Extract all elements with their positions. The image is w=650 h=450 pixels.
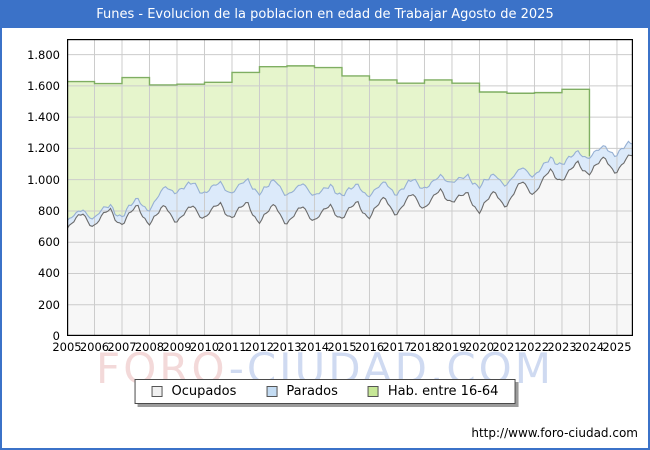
legend-label-parados: Parados <box>286 384 338 399</box>
x-tick-label: 2022 <box>519 340 550 354</box>
chart-legend: Ocupados Parados Hab. entre 16-64 <box>134 379 516 404</box>
ocupados-swatch-icon <box>151 386 163 397</box>
x-tick-label: 2016 <box>354 340 385 354</box>
population-area-chart <box>67 39 633 336</box>
chart-title: Funes - Evolucion de la poblacion en eda… <box>2 2 648 28</box>
legend-item-parados: Parados <box>266 384 338 399</box>
x-tick-label: 2015 <box>327 340 357 354</box>
x-tick-label: 2006 <box>79 340 110 354</box>
x-tick-label: 2012 <box>244 340 275 354</box>
x-tick-label: 2008 <box>134 340 165 354</box>
x-tick-label: 2007 <box>107 340 137 354</box>
legend-label-ocupados: Ocupados <box>171 384 237 399</box>
x-tick-label: 2021 <box>492 340 522 354</box>
x-tick-label: 2009 <box>162 340 192 354</box>
x-tick-label: 2023 <box>547 340 577 354</box>
x-tick-label: 2017 <box>382 340 412 354</box>
parados-swatch-icon <box>266 386 278 397</box>
x-tick-label: 2013 <box>272 340 302 354</box>
y-tick-label: 1.800 <box>27 47 60 62</box>
foro-ciudad-link[interactable]: http://www.foro-ciudad.com <box>471 426 638 440</box>
hab-16-64-swatch-icon <box>367 386 379 397</box>
legend-label-hab: Hab. entre 16-64 <box>387 384 499 399</box>
y-tick-label: 400 <box>38 266 60 281</box>
x-tick-label: 2025 <box>602 340 632 354</box>
x-tick-label: 2014 <box>299 340 330 354</box>
y-tick-label: 200 <box>38 297 60 312</box>
y-tick-label: 800 <box>38 203 60 218</box>
y-tick-label: 1.200 <box>27 141 60 156</box>
y-tick-label: 1.000 <box>27 172 60 187</box>
y-tick-label: 600 <box>38 235 60 250</box>
y-tick-label: 1.600 <box>27 78 60 93</box>
x-tick-label: 2005 <box>52 340 82 354</box>
x-tick-label: 2024 <box>574 340 605 354</box>
x-tick-label: 2019 <box>437 340 467 354</box>
legend-item-ocupados: Ocupados <box>151 384 237 399</box>
x-tick-label: 2011 <box>217 340 247 354</box>
legend-item-hab: Hab. entre 16-64 <box>367 384 499 399</box>
y-tick-label: 0 <box>52 329 60 343</box>
y-tick-label: 1.400 <box>27 110 60 125</box>
x-tick-label: 2018 <box>409 340 440 354</box>
x-tick-label: 2010 <box>189 340 220 354</box>
x-tick-label: 2020 <box>464 340 495 354</box>
